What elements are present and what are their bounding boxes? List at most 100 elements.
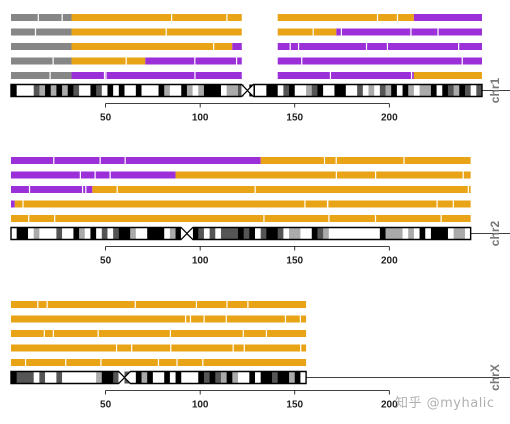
ideogram-band: [249, 371, 256, 384]
ideogram-band: [107, 227, 114, 240]
ideogram-band: [323, 227, 330, 240]
ideogram-band: [357, 84, 364, 97]
ideogram-band: [39, 227, 46, 240]
ideogram-band: [147, 371, 154, 384]
ideogram-band: [306, 227, 313, 240]
track-notch: [403, 157, 405, 164]
ideogram-band: [101, 227, 108, 240]
track-notch: [94, 171, 96, 179]
ideogram-band: [135, 371, 142, 384]
ideogram-band: [237, 227, 245, 240]
ideogram-band: [175, 227, 182, 240]
ideogram-band: [300, 84, 307, 97]
ideogram-band: [453, 84, 460, 97]
track-notch: [79, 171, 81, 179]
ideogram-band: [317, 84, 324, 97]
track-notch: [329, 72, 332, 79]
ideogram-band: [249, 227, 256, 240]
ideogram-band: [442, 84, 449, 97]
ideogram-band: [266, 227, 273, 240]
ideogram-band: [430, 227, 438, 240]
track-segment: [11, 215, 471, 222]
ideogram-band: [232, 371, 239, 384]
track-notch: [194, 72, 196, 79]
ideogram-band: [84, 227, 91, 240]
track-notch: [171, 14, 173, 21]
track-notch: [169, 330, 171, 337]
track-notch: [335, 171, 337, 179]
track-notch: [462, 171, 464, 179]
ideogram-band: [101, 371, 108, 384]
ideogram-band: [147, 84, 154, 97]
track-notch: [335, 157, 337, 164]
ideogram-band: [152, 227, 159, 240]
ideogram-band: [90, 84, 97, 97]
track-segment: [11, 43, 72, 50]
ideogram-band: [141, 227, 148, 240]
track-notch: [265, 330, 268, 337]
track-notch: [243, 344, 245, 352]
track-notch: [232, 344, 234, 352]
ideogram-band: [186, 84, 193, 97]
track-notch: [165, 28, 167, 36]
ideogram-band: [419, 227, 426, 240]
ideogram-band: [130, 84, 137, 97]
ideogram-band: [158, 371, 165, 384]
ideogram-band: [272, 84, 279, 97]
ideogram-band: [237, 371, 245, 384]
track-notch: [52, 57, 54, 65]
ideogram-band: [425, 227, 432, 240]
ideogram-band: [192, 371, 199, 384]
tick-label: 100: [192, 113, 209, 124]
ideogram-band: [124, 84, 131, 97]
ideogram-band: [408, 227, 415, 240]
ideogram-band: [90, 227, 97, 240]
ideogram-band: [226, 371, 233, 384]
track-segment: [11, 72, 72, 79]
track-segment: [277, 57, 482, 65]
ideogram-band: [255, 371, 262, 384]
ideogram-band: [334, 84, 341, 97]
track-notch: [328, 215, 330, 222]
ideogram-band: [385, 84, 392, 97]
track-segment: [336, 28, 482, 36]
ideogram-band: [243, 227, 250, 240]
track-notch: [109, 171, 111, 179]
ideogram-band: [340, 227, 347, 240]
tick-label: 100: [192, 400, 209, 411]
track-notch: [340, 28, 342, 36]
track-notch: [467, 186, 469, 193]
ideogram-band: [96, 84, 103, 97]
ideogram-band: [362, 84, 369, 97]
chromosome-label: chr1: [488, 78, 502, 104]
track-notch: [170, 344, 172, 352]
ideogram-band: [45, 371, 52, 384]
ideogram-band: [368, 84, 375, 97]
track-notch: [194, 57, 196, 65]
ideogram-band: [283, 371, 290, 384]
ideogram-band: [135, 227, 142, 240]
ideogram-band: [368, 227, 375, 240]
ideogram-band: [311, 227, 318, 240]
ideogram-band: [334, 227, 341, 240]
ideogram-band: [11, 227, 18, 240]
ideogram-band: [459, 84, 466, 97]
ideogram-band: [181, 84, 188, 97]
track-segment: [92, 186, 471, 193]
track-notch: [263, 215, 265, 222]
track-notch: [365, 43, 368, 50]
track-notch: [242, 330, 244, 337]
ideogram-band: [67, 371, 74, 384]
track-segment: [11, 301, 307, 308]
ideogram-band: [169, 227, 176, 240]
ideogram-band: [62, 371, 69, 384]
track-segment: [277, 14, 414, 21]
ideogram-band: [402, 227, 409, 240]
track-notch: [323, 157, 326, 164]
track-notch: [53, 157, 55, 164]
ideogram-band: [459, 227, 466, 240]
track-notch: [461, 57, 463, 65]
ideogram-band: [141, 84, 148, 97]
track-segment: [11, 171, 176, 179]
track-notch: [28, 186, 31, 193]
